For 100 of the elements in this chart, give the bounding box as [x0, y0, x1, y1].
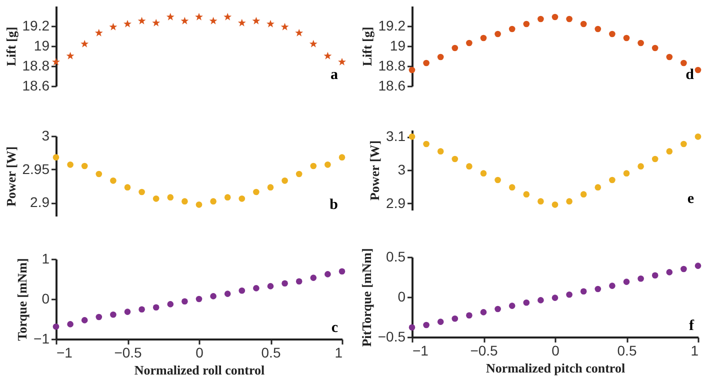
point [52, 58, 60, 66]
x-tick-label: 1 [690, 342, 699, 358]
x-tick-label: −1 [412, 342, 429, 358]
point [538, 198, 544, 204]
point [566, 198, 572, 204]
x-tick-label: −1 [56, 344, 73, 360]
point [694, 262, 702, 269]
point [138, 188, 145, 196]
point [680, 140, 687, 148]
annotation: b [330, 197, 338, 213]
point [296, 170, 302, 178]
point [623, 34, 630, 42]
point [94, 28, 103, 36]
point [423, 322, 430, 328]
y-axis-title: Torque [mNm] [14, 258, 30, 341]
point [295, 28, 304, 36]
point [224, 290, 231, 297]
x-tick-label: −0.5 [470, 342, 498, 358]
point [494, 306, 501, 312]
point [437, 318, 444, 325]
point [552, 202, 558, 208]
point [124, 184, 131, 190]
point [494, 176, 501, 184]
x-tick-label: −0.5 [114, 344, 142, 360]
point [110, 178, 116, 184]
point [224, 12, 232, 20]
point [437, 148, 444, 154]
point [110, 311, 116, 318]
x-tick-label: 0 [196, 344, 204, 360]
point [267, 184, 274, 190]
point [466, 40, 472, 46]
point [480, 170, 487, 176]
point [138, 306, 145, 313]
point [566, 291, 572, 298]
y-axis-title: Lift [g] [3, 26, 18, 66]
y-axis-title: Power [W] [3, 146, 18, 207]
point [508, 26, 516, 32]
point [252, 16, 260, 24]
point [594, 286, 602, 292]
point [652, 272, 658, 279]
point [238, 18, 246, 26]
point [638, 163, 644, 170]
y-tick-label: 0.5 [386, 248, 406, 264]
point [423, 60, 430, 66]
point [324, 271, 331, 278]
point [508, 302, 516, 309]
point [580, 288, 587, 295]
point [408, 134, 416, 140]
annotation: e [687, 191, 694, 207]
point [666, 269, 673, 276]
point [609, 282, 616, 289]
x-axis-title: Normalized pitch control [486, 360, 626, 376]
point [523, 191, 530, 198]
point [452, 44, 458, 52]
point [580, 191, 587, 198]
y-axis-title: PitTorque [mNm] [358, 248, 374, 347]
point [238, 196, 246, 202]
annotation: d [686, 67, 695, 83]
point [338, 154, 346, 160]
point [466, 312, 472, 319]
point [666, 54, 673, 60]
point [182, 198, 188, 204]
point [96, 170, 102, 178]
point [138, 16, 146, 24]
x-tick-label: 0.5 [617, 342, 637, 358]
point [538, 16, 544, 22]
point [680, 266, 687, 272]
point [408, 324, 416, 331]
point [81, 317, 88, 324]
point [109, 22, 118, 30]
point [508, 184, 516, 190]
point [594, 26, 602, 32]
point [694, 66, 702, 74]
point [67, 321, 74, 328]
point [152, 196, 160, 202]
point [538, 297, 544, 304]
point [266, 20, 274, 28]
point [437, 54, 444, 60]
y-tick-label: 18.6 [378, 78, 406, 94]
point [609, 30, 616, 38]
point [652, 156, 658, 162]
point [494, 30, 501, 38]
y-tick-label: 3.1 [386, 128, 406, 144]
point [182, 298, 188, 305]
point [523, 299, 530, 306]
point [423, 140, 430, 148]
point [124, 308, 131, 315]
point [180, 16, 189, 24]
point [210, 198, 216, 204]
point [224, 194, 231, 200]
y-tick-label: −1 [34, 330, 50, 346]
point [96, 314, 102, 320]
point [523, 20, 530, 28]
point [638, 40, 644, 46]
point [623, 170, 630, 176]
point [580, 20, 587, 28]
y-tick-label: 2.9 [386, 194, 406, 211]
y-tick-label: 3 [398, 162, 406, 178]
x-tick-label: 0.5 [261, 344, 281, 360]
point [310, 162, 317, 170]
